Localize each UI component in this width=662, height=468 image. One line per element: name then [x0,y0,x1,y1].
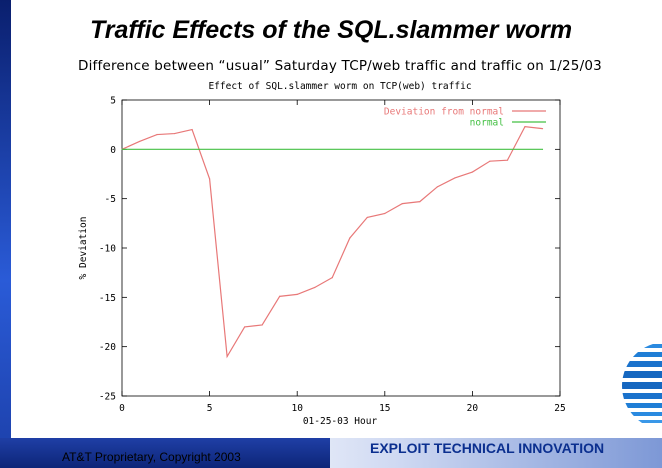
footer-tagline: EXPLOIT TECHNICAL INNOVATION [370,440,605,456]
data-point [349,237,351,239]
plot-area [121,99,561,397]
slide-subtitle: Difference between “usual” Saturday TCP/… [78,58,602,74]
data-point [279,295,281,297]
x-ticks: 0 5 10 15 20 25 [119,100,566,414]
x-tick-label: 0 [119,403,125,414]
data-point [138,140,141,143]
left-accent-bar [0,0,11,468]
data-point [314,286,316,289]
y-tick-label: -15 [99,293,116,304]
data-point [401,203,403,205]
data-point [366,216,368,219]
y-ticks: 5 0 -5 -10 -15 -20 -25 [99,96,560,403]
data-point [261,324,263,326]
data-point [173,132,176,135]
footer-bar-dark [0,438,330,468]
att-globe-logo [622,342,662,430]
data-point [489,160,491,162]
data-point [541,148,544,150]
x-tick-label: 10 [291,403,303,414]
x-tick-label: 15 [379,403,390,414]
data-point [454,177,456,179]
chart-title: Effect of SQL.slammer worm on TCP(web) t… [208,81,471,92]
data-point [419,201,421,203]
y-tick-label: -25 [99,392,116,403]
data-point [436,186,438,188]
data-point [121,148,123,150]
data-point [209,178,211,180]
line-chart: Effect of SQL.slammer worm on TCP(web) t… [78,81,566,427]
data-point [384,212,386,215]
x-axis-label: 01-25-03 Hour [303,416,378,427]
x-tick-label: 5 [207,403,213,414]
legend-label: normal [470,118,504,129]
x-tick-label: 25 [554,403,565,414]
y-tick-label: 0 [110,145,116,156]
data-point [471,171,473,173]
data-point [331,277,333,279]
data-point [191,129,193,131]
y-tick-label: -10 [99,244,116,255]
data-point [541,128,544,130]
series-lines [121,125,544,359]
y-tick-label: 5 [110,96,116,107]
legend-label: Deviation from normal [384,107,504,118]
slide-title: Traffic Effects of the SQL.slammer worm [89,16,573,44]
data-point [296,293,298,295]
y-tick-label: -5 [105,194,116,205]
data-point [524,126,526,128]
y-tick-label: -20 [99,342,116,353]
data-point [226,355,228,358]
y-axis-label: % Deviation [78,217,89,280]
data-point [506,159,509,161]
footer-copyright: AT&T Proprietary, Copyright 2003 [62,450,241,464]
data-point [156,133,158,136]
x-tick-label: 20 [467,403,479,414]
data-point [244,326,246,328]
